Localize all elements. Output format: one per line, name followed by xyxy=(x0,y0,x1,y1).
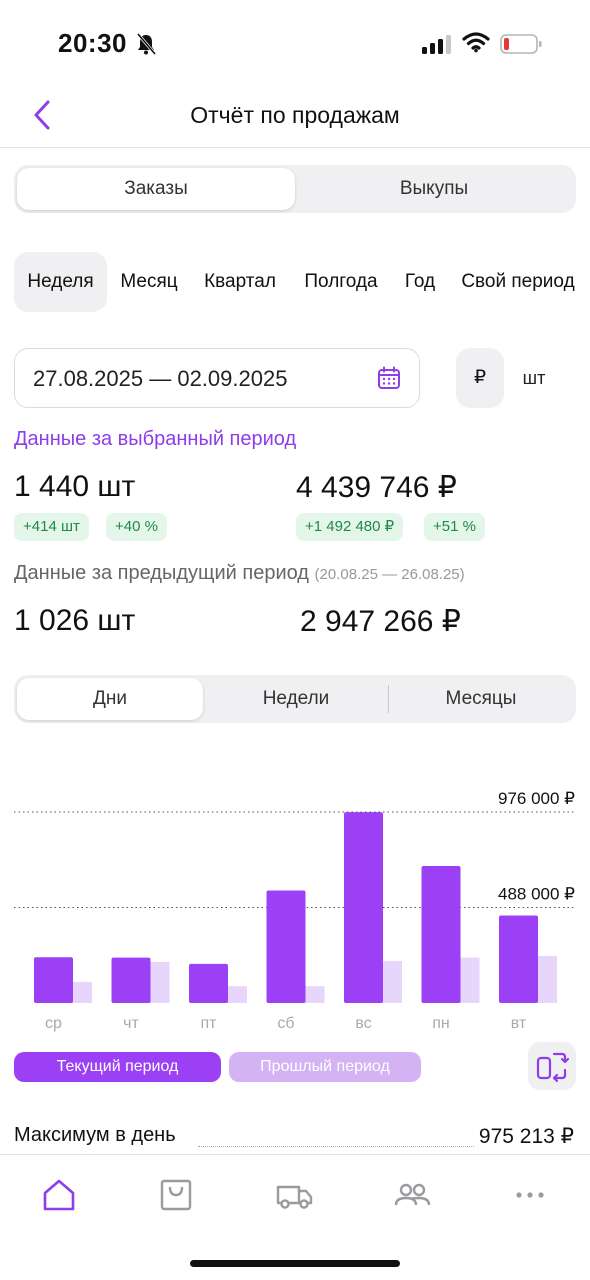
previous-period-range: (20.08.25 — 26.08.25) xyxy=(314,566,465,583)
date-range-field[interactable]: 27.08.2025 — 02.09.2025 xyxy=(14,348,420,408)
date-range-value: 27.08.2025 — 02.09.2025 xyxy=(33,366,288,391)
home-indicator xyxy=(190,1260,400,1267)
x-axis-label: ср xyxy=(45,1015,62,1032)
page-title: Отчёт по продажам xyxy=(190,102,400,128)
signal-icon xyxy=(422,35,451,54)
segment-divider xyxy=(388,685,389,713)
bar-current-period[interactable] xyxy=(344,812,383,1003)
bell-muted-icon xyxy=(136,33,156,55)
home-icon[interactable] xyxy=(39,1175,79,1215)
granularity-switch: Дни Недели Месяцы xyxy=(14,675,576,723)
header: Отчёт по продажам xyxy=(0,90,590,148)
sales-chart: 976 000 ₽ 488 000 ₽ ср чт пт сб вс пн вт xyxy=(0,780,590,1040)
sum-delta-badge: +1 492 480 ₽ xyxy=(296,513,404,541)
more-icon[interactable] xyxy=(510,1175,550,1215)
current-qty: 1 440 шт xyxy=(14,470,136,503)
x-axis-label: чт xyxy=(123,1015,139,1032)
bar-current-period[interactable] xyxy=(421,866,461,1003)
period-custom[interactable]: Свой период xyxy=(461,271,575,292)
max-per-day-value: 975 213 ₽ xyxy=(478,1125,574,1148)
wifi-icon xyxy=(462,32,490,53)
tab-weeks[interactable]: Недели xyxy=(262,688,330,709)
bottom-nav xyxy=(0,1154,590,1280)
tab-months[interactable]: Месяцы xyxy=(445,688,517,709)
bar-current-period[interactable] xyxy=(499,915,538,1003)
tab-days[interactable]: Дни xyxy=(17,678,203,720)
period-week[interactable]: Неделя xyxy=(14,252,107,312)
max-per-day-label: Максимум в день xyxy=(14,1124,176,1146)
x-axis-label: сб xyxy=(277,1015,294,1032)
previous-period-label: Данные за предыдущий период xyxy=(14,562,309,584)
bar-current-period[interactable] xyxy=(34,957,73,1003)
period-year[interactable]: Год xyxy=(404,271,436,292)
tab-orders[interactable]: Заказы xyxy=(17,168,295,210)
gridline-label: 488 000 ₽ xyxy=(498,885,575,904)
battery-low-icon xyxy=(500,34,542,54)
users-icon[interactable] xyxy=(392,1175,432,1215)
status-time: 20:30 xyxy=(58,28,127,58)
report-type-switch: Заказы Выкупы xyxy=(14,165,576,213)
chart-switch-button[interactable] xyxy=(528,1042,576,1090)
switch-view-icon xyxy=(536,1052,570,1083)
x-axis-label: вс xyxy=(355,1015,371,1032)
qty-percent-badge: +40 % xyxy=(106,513,167,541)
gridline-label: 976 000 ₽ xyxy=(498,789,575,808)
bar-chart: 976 000 ₽ 488 000 ₽ ср чт пт сб вс пн вт xyxy=(14,789,576,1032)
legend-current-period[interactable]: Текущий период xyxy=(14,1052,221,1082)
period-month[interactable]: Месяц xyxy=(120,271,178,292)
leader-dots xyxy=(198,1146,474,1147)
tab-buyouts[interactable]: Выкупы xyxy=(399,178,469,199)
x-axis-label: пт xyxy=(201,1015,218,1032)
period-tabs: Неделя Месяц Квартал Полгода Год Свой пе… xyxy=(0,252,590,312)
back-arrow-icon[interactable] xyxy=(28,98,58,132)
bar-current-period[interactable] xyxy=(111,957,151,1003)
x-axis-label: вт xyxy=(511,1015,527,1032)
calendar-icon[interactable] xyxy=(377,366,401,390)
bag-icon[interactable] xyxy=(156,1175,196,1215)
current-sum: 4 439 746 ₽ xyxy=(296,471,457,504)
bar-current-period[interactable] xyxy=(266,890,306,1003)
unit-pieces-button[interactable]: шт xyxy=(522,368,546,388)
x-axis-label: пн xyxy=(432,1015,450,1032)
unit-currency-button[interactable]: ₽ xyxy=(456,348,504,408)
previous-qty: 1 026 шт xyxy=(14,604,136,637)
sum-percent-badge: +51 % xyxy=(424,513,485,541)
previous-period-title: Данные за предыдущий период (20.08.25 — … xyxy=(14,562,465,585)
current-period-title: Данные за выбранный период xyxy=(14,428,297,450)
status-bar: 20:30 xyxy=(0,0,590,90)
truck-icon[interactable] xyxy=(274,1175,314,1215)
previous-sum: 2 947 266 ₽ xyxy=(300,605,461,638)
qty-delta-badge: +414 шт xyxy=(14,513,89,541)
period-quarter[interactable]: Квартал xyxy=(204,271,276,292)
bar-current-period[interactable] xyxy=(189,963,228,1003)
period-half-year[interactable]: Полгода xyxy=(304,271,378,292)
legend-previous-period[interactable]: Прошлый период xyxy=(229,1052,421,1082)
